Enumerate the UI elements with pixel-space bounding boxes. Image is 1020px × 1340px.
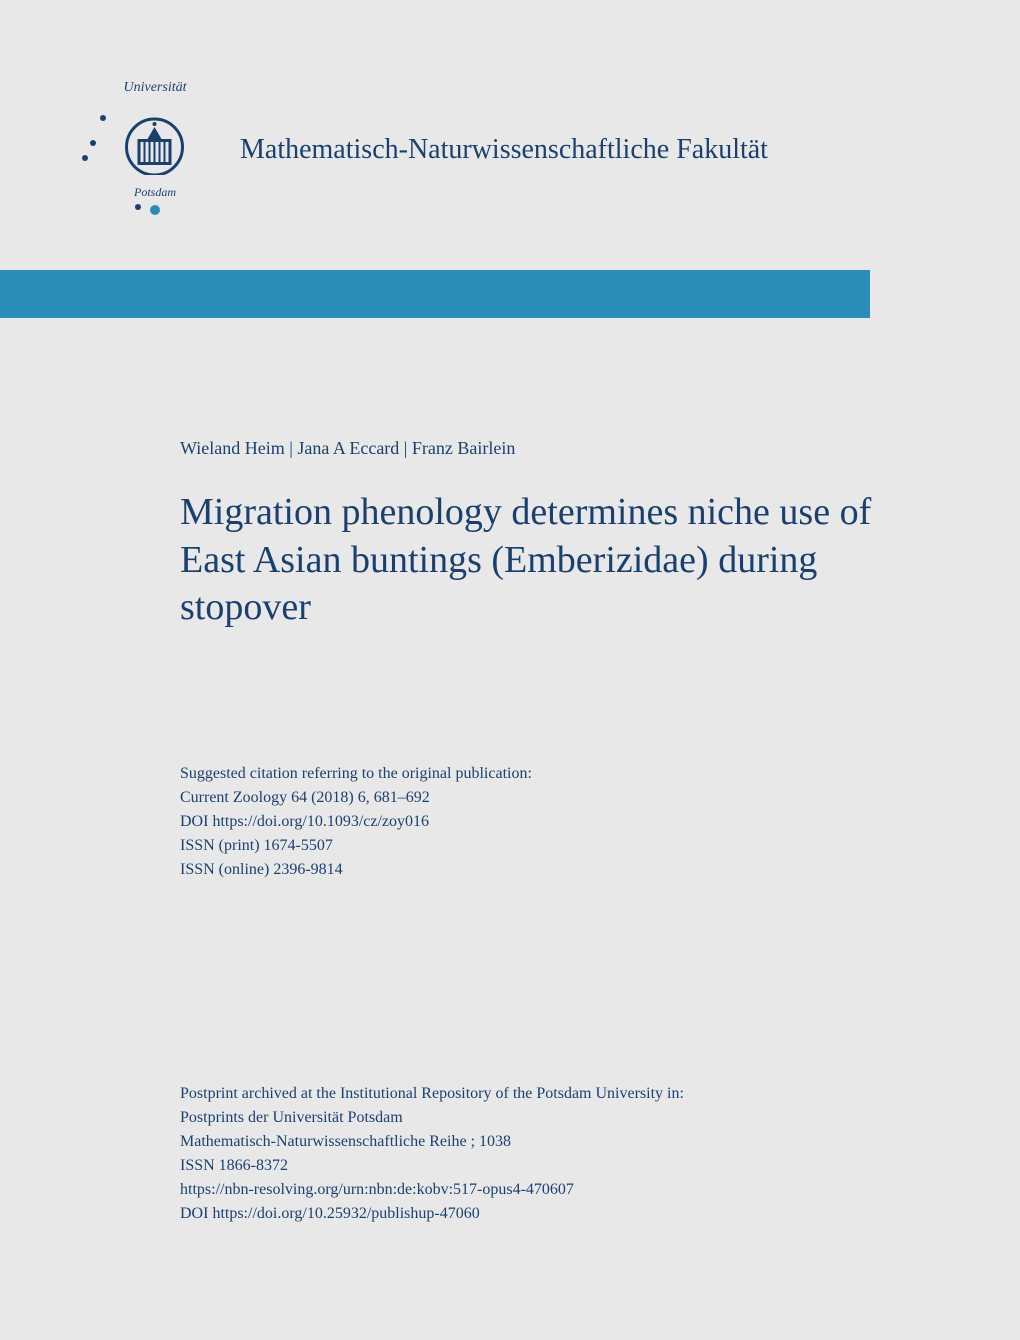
logo-top-text: Universität	[100, 80, 210, 96]
postprint-line: Postprints der Universität Potsdam	[180, 1106, 920, 1130]
citation-issn-online: ISSN (online) 2396-9814	[180, 858, 920, 882]
building-icon	[123, 115, 188, 175]
citation-intro: Suggested citation referring to the orig…	[180, 762, 920, 786]
university-logo: Universität Potsdam	[100, 80, 210, 220]
citation-journal: Current Zoology 64 (2018) 6, 681–692	[180, 786, 920, 810]
postprint-line: https://nbn-resolving.org/urn:nbn:de:kob…	[180, 1178, 920, 1202]
citation-doi: DOI https://doi.org/10.1093/cz/zoy016	[180, 810, 920, 834]
postprint-line: Postprint archived at the Institutional …	[180, 1082, 920, 1106]
postprint-line: Mathematisch-Naturwissenschaftliche Reih…	[180, 1130, 920, 1154]
postprint-line: DOI https://doi.org/10.25932/publishup-4…	[180, 1202, 920, 1226]
document-title: Migration phenology determines niche use…	[180, 489, 920, 632]
logo-bottom-text: Potsdam	[100, 185, 210, 200]
document-page: Universität Potsdam Mathematisch-Naturwi…	[0, 0, 1020, 1340]
postprint-block: Postprint archived at the Institutional …	[180, 1082, 920, 1226]
faculty-name: Mathematisch-Naturwissenschaftliche Faku…	[240, 134, 768, 166]
logo-dot	[82, 155, 88, 161]
accent-bar	[0, 270, 870, 318]
authors-list: Wieland Heim | Jana A Eccard | Franz Bai…	[180, 438, 920, 459]
header-section: Universität Potsdam Mathematisch-Naturwi…	[0, 0, 1020, 250]
logo-accent-dot	[150, 205, 160, 215]
logo-dot	[90, 140, 96, 146]
logo-dot	[100, 115, 106, 121]
content-section: Wieland Heim | Jana A Eccard | Franz Bai…	[0, 318, 1020, 1286]
postprint-line: ISSN 1866-8372	[180, 1154, 920, 1178]
citation-issn-print: ISSN (print) 1674-5507	[180, 834, 920, 858]
logo-dot	[135, 204, 141, 210]
citation-block: Suggested citation referring to the orig…	[180, 762, 920, 882]
